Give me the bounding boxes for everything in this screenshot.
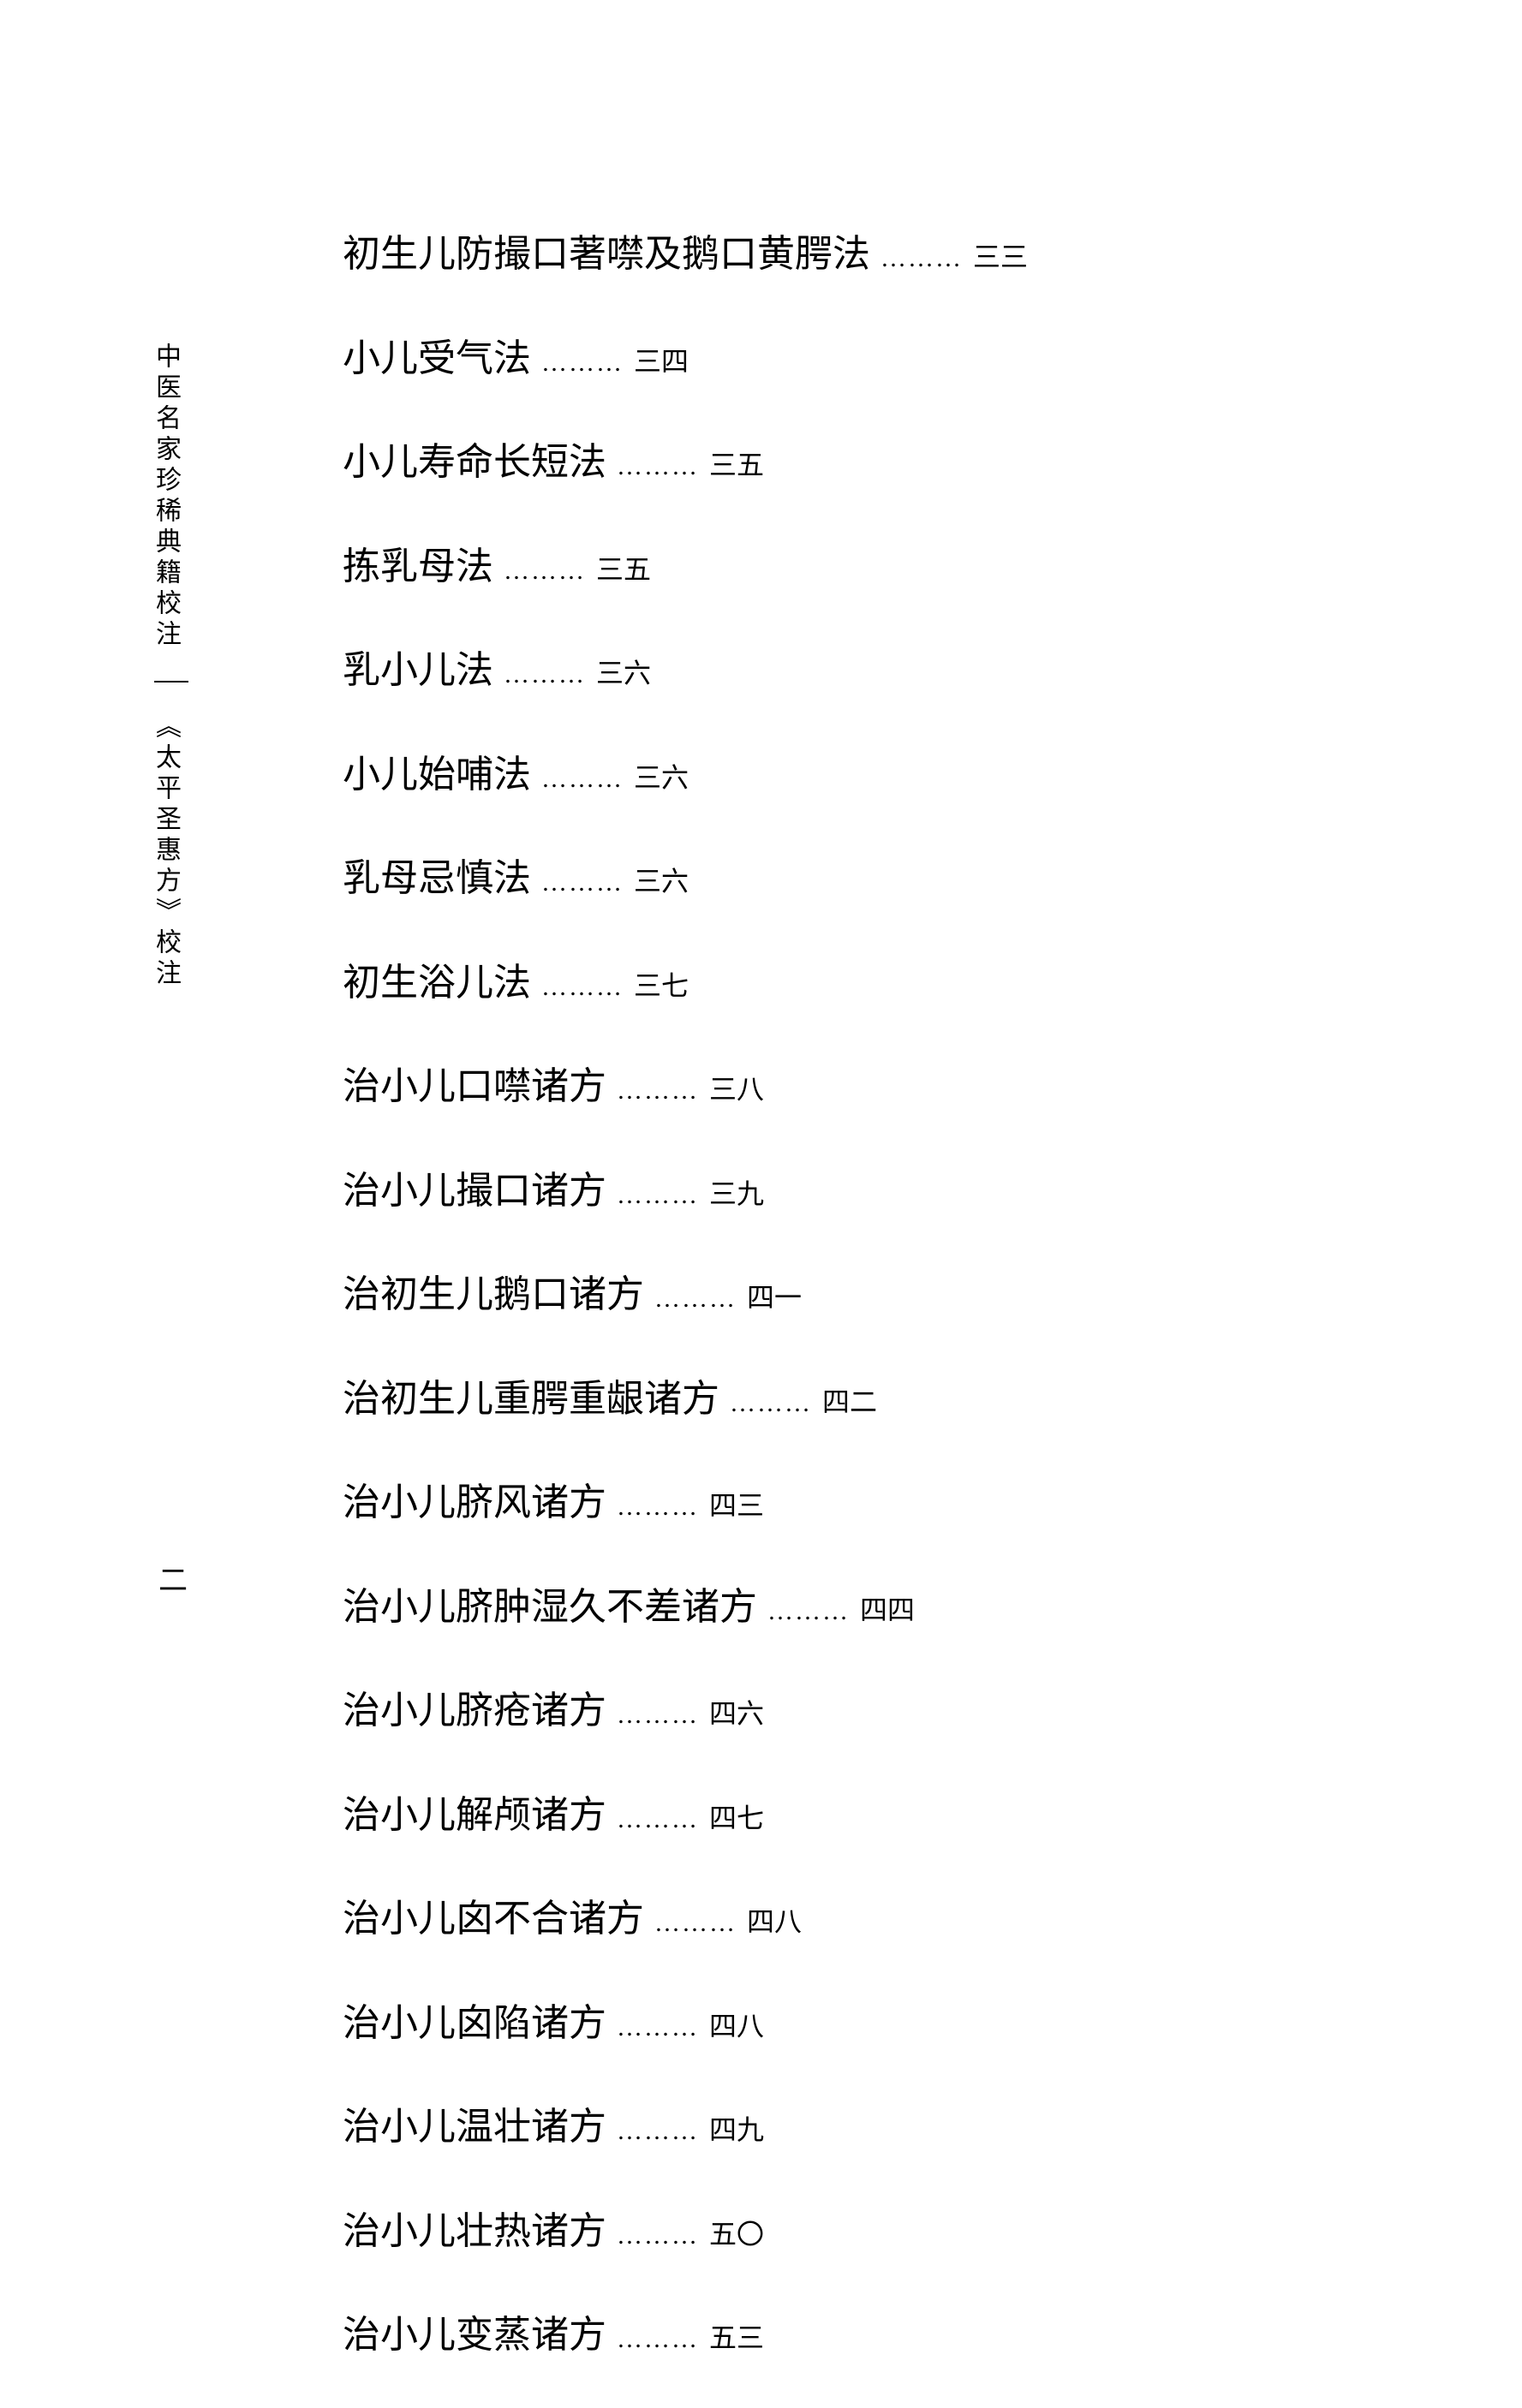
toc-page: 四七: [709, 1797, 764, 1836]
toc-title: 小儿始哺法: [343, 743, 531, 798]
toc-title: 治初生儿重腭重龈诸方: [343, 1368, 719, 1422]
toc-entry: 拣乳母法 ……… 三五: [343, 535, 1370, 590]
toc-page: 四八: [747, 1900, 802, 1940]
toc-dots: ………: [617, 2325, 699, 2354]
toc-page: 四四: [860, 1588, 915, 1628]
toc-page: 四二: [822, 1380, 877, 1420]
toc-title: 治小儿解颅诸方: [343, 1784, 606, 1839]
toc-title: 初生浴儿法: [343, 951, 531, 1006]
toc-page: 三五: [596, 548, 651, 587]
book-title: 《太平圣惠方》校注: [150, 712, 181, 990]
toc-page: 三八: [709, 1068, 764, 1107]
toc-dots: ………: [617, 1701, 699, 1730]
toc-page: 五〇: [709, 2213, 764, 2252]
toc-entry: 治初生儿重腭重龈诸方 ……… 四二: [343, 1368, 1370, 1422]
sidebar: 中医名家珍稀典籍校注 《太平圣惠方》校注: [150, 343, 193, 990]
toc-page: 三六: [596, 652, 651, 691]
toc-title: 治小儿壮热诸方: [343, 2200, 606, 2255]
toc-title: 治小儿囟陷诸方: [343, 1992, 606, 2047]
toc-entry: 治小儿囟不合诸方 ……… 四八: [343, 1887, 1370, 1942]
toc-dots: ………: [730, 1389, 812, 1418]
toc-dots: ………: [541, 349, 624, 378]
toc-dots: ………: [617, 1076, 699, 1106]
toc-page: 三七: [634, 964, 689, 1004]
toc-dots: ………: [504, 557, 586, 586]
toc-dots: ………: [880, 244, 963, 273]
toc-page: 四九: [709, 2108, 764, 2148]
toc-page: 三六: [634, 756, 689, 796]
toc-entry: 乳小儿法 ……… 三六: [343, 639, 1370, 694]
toc-entry: 初生儿防撮口著噤及鹅口黄腭法 ……… 三三: [343, 223, 1370, 277]
toc-dots: ………: [541, 973, 624, 1002]
page-number: 二: [158, 1557, 188, 1599]
toc-dots: ………: [617, 1181, 699, 1210]
toc-title: 治小儿变蒸诸方: [343, 2304, 606, 2358]
toc-dots: ………: [654, 1284, 737, 1314]
toc-entry: 治初生儿鹅口诸方 ……… 四一: [343, 1263, 1370, 1318]
toc-entry: 治小儿囟陷诸方 ……… 四八: [343, 1992, 1370, 2047]
toc-entry: 治小儿撮口诸方 ……… 三九: [343, 1159, 1370, 1214]
toc-dots: ………: [654, 1909, 737, 1938]
toc-title: 治初生儿鹅口诸方: [343, 1263, 644, 1318]
toc-entry: 治小儿脐疮诸方 ……… 四六: [343, 1679, 1370, 1734]
toc-page: 五三: [709, 2316, 764, 2356]
toc-entry: 治小儿解颅诸方 ……… 四七: [343, 1784, 1370, 1839]
toc-title: 治小儿囟不合诸方: [343, 1887, 644, 1942]
toc-entry: 初生浴儿法 ……… 三七: [343, 951, 1370, 1006]
toc-page: 三九: [709, 1172, 764, 1212]
toc-title: 拣乳母法: [343, 535, 493, 590]
toc-page: 四三: [709, 1484, 764, 1523]
sidebar-divider: [154, 681, 188, 682]
toc-title: 治小儿口噤诸方: [343, 1055, 606, 1110]
toc-dots: ………: [617, 2117, 699, 2146]
toc-dots: ………: [617, 1493, 699, 1522]
toc-dots: ………: [541, 868, 624, 897]
toc-entry: 治小儿温壮诸方 ……… 四九: [343, 2095, 1370, 2150]
toc-entry: 小儿受气法 ……… 三四: [343, 327, 1370, 382]
table-of-contents: 初生儿防撮口著噤及鹅口黄腭法 ……… 三三 小儿受气法 ……… 三四 小儿寿命长…: [343, 223, 1370, 2408]
toc-entry: 乳母忌慎法 ……… 三六: [343, 847, 1370, 902]
toc-entry: 小儿始哺法 ……… 三六: [343, 743, 1370, 798]
toc-title: 乳小儿法: [343, 639, 493, 694]
toc-entry: 小儿寿命长短法 ……… 三五: [343, 431, 1370, 486]
toc-page: 三三: [973, 235, 1028, 275]
toc-entry: 治小儿脐风诸方 ……… 四三: [343, 1471, 1370, 1526]
toc-dots: ………: [617, 1805, 699, 1834]
toc-page: 四八: [709, 2005, 764, 2044]
toc-title: 乳母忌慎法: [343, 847, 531, 902]
toc-dots: ………: [617, 2221, 699, 2250]
toc-title: 治小儿温壮诸方: [343, 2095, 606, 2150]
toc-dots: ………: [767, 1597, 850, 1626]
toc-entry: 治小儿口噤诸方 ……… 三八: [343, 1055, 1370, 1110]
toc-page: 四六: [709, 1692, 764, 1731]
toc-entry: 治小儿脐肿湿久不差诸方 ……… 四四: [343, 1576, 1370, 1630]
toc-title: 治小儿脐疮诸方: [343, 1679, 606, 1734]
toc-page: 三四: [634, 340, 689, 379]
toc-entry: 治小儿变蒸诸方 ……… 五三: [343, 2304, 1370, 2358]
toc-page: 四一: [747, 1276, 802, 1315]
toc-title: 治小儿脐风诸方: [343, 1471, 606, 1526]
toc-entry: 治小儿壮热诸方 ……… 五〇: [343, 2200, 1370, 2255]
toc-title: 治小儿脐肿湿久不差诸方: [343, 1576, 757, 1630]
toc-title: 小儿受气法: [343, 327, 531, 382]
toc-dots: ………: [504, 660, 586, 689]
toc-title: 治小儿撮口诸方: [343, 1159, 606, 1214]
toc-dots: ………: [617, 452, 699, 481]
toc-page: 三五: [709, 444, 764, 483]
toc-title: 初生儿防撮口著噤及鹅口黄腭法: [343, 223, 870, 277]
toc-title: 小儿寿命长短法: [343, 431, 606, 486]
toc-page: 三六: [634, 860, 689, 899]
toc-dots: ………: [617, 2013, 699, 2042]
series-title: 中医名家珍稀典籍校注: [150, 343, 181, 651]
toc-dots: ………: [541, 765, 624, 794]
